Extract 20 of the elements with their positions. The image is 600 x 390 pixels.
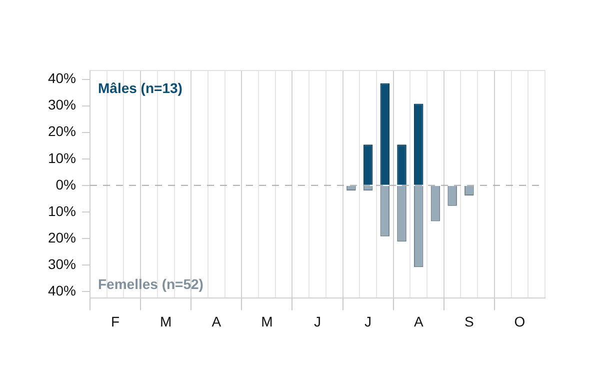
x-tick-label: S — [464, 313, 474, 330]
x-tick-label: A — [212, 313, 222, 330]
y-tick-label: 0% — [56, 176, 76, 192]
y-tick-label: 10% — [48, 150, 76, 166]
y-tick-label: 20% — [48, 123, 76, 140]
x-tick-label: A — [414, 313, 424, 330]
x-tick-label: M — [160, 313, 172, 330]
x-tick-label: O — [514, 313, 526, 330]
y-tick-label: 30% — [48, 96, 76, 113]
y-tick-label: 10% — [48, 202, 76, 219]
x-tick-label: M — [261, 313, 273, 330]
x-tick-label: F — [110, 313, 120, 330]
x-tick-label: J — [364, 313, 372, 330]
y-tick-label: 30% — [48, 256, 76, 272]
x-tick-label: J — [314, 313, 321, 330]
y-tick-label: 20% — [48, 229, 76, 246]
text: Femelles (n=52) — [98, 276, 204, 292]
y-tick-label: 40% — [48, 282, 76, 298]
text: Mâles (n=13) — [98, 80, 182, 96]
y-tick-label: 40% — [48, 70, 76, 86]
